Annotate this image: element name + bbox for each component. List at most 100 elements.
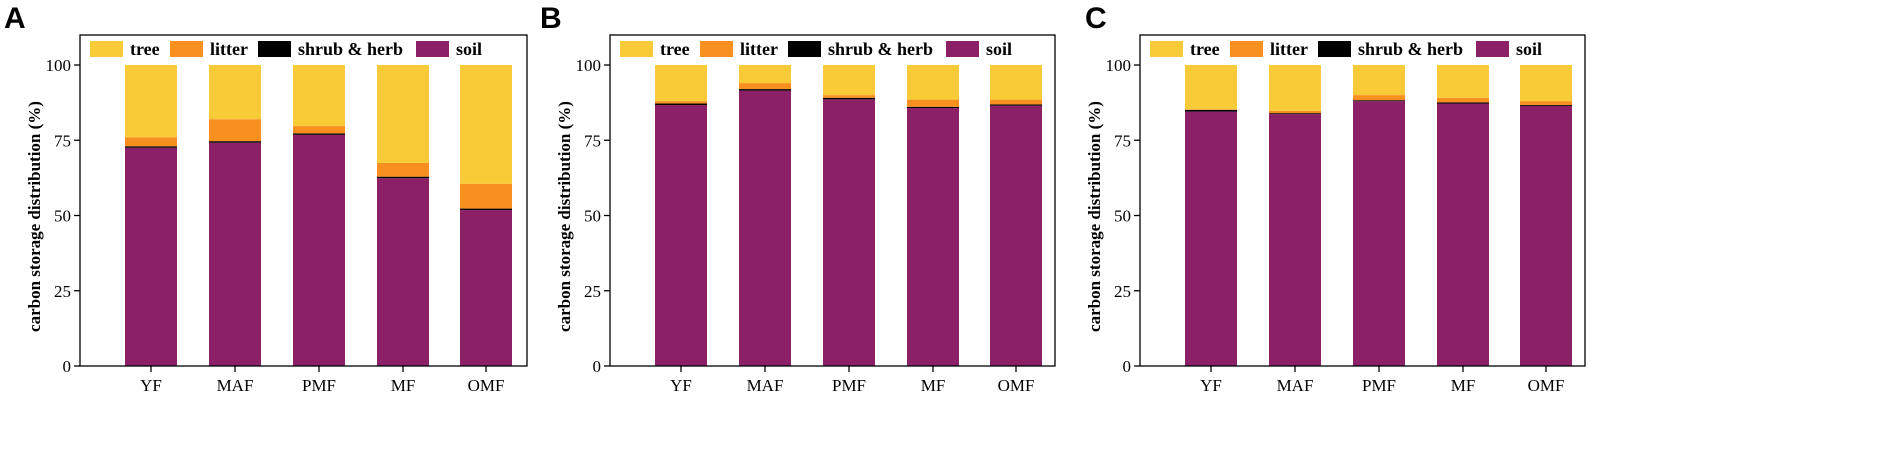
x-tick-label: MAF <box>1277 376 1314 395</box>
legend-swatch-litter <box>1230 41 1263 57</box>
y-tick-label: 50 <box>584 207 601 226</box>
bar-tree-omf <box>1520 65 1572 102</box>
bar-soil-omf <box>1520 105 1572 366</box>
bar-soil-maf <box>1269 114 1321 366</box>
panel-letter: A <box>4 2 26 35</box>
legend-label: shrub & herb <box>1358 39 1463 59</box>
y-tick-label: 50 <box>54 207 71 226</box>
y-axis-title: carbon storage distribution (%) <box>555 101 574 332</box>
bar-soil-pmf <box>823 99 875 367</box>
bar-litter-maf <box>1269 110 1321 114</box>
bar-litter-mf <box>907 99 959 107</box>
bar-soil-omf <box>990 105 1042 366</box>
bar-soil-omf <box>460 210 512 366</box>
bar-shrub-herb-maf <box>739 89 791 91</box>
bar-shrub-herb-mf <box>907 106 959 109</box>
y-tick-label: 25 <box>1114 282 1131 301</box>
legend-label: soil <box>456 39 482 59</box>
bar-litter-omf <box>460 183 512 209</box>
y-tick-label: 0 <box>1123 357 1132 376</box>
bar-shrub-herb-mf <box>377 176 429 179</box>
legend-label: shrub & herb <box>298 39 403 59</box>
y-axis-title: carbon storage distribution (%) <box>25 101 44 332</box>
bar-shrub-herb-yf <box>1185 109 1237 112</box>
bar-tree-omf <box>990 65 1042 100</box>
bar-litter-omf <box>990 99 1042 105</box>
bar-tree-mf <box>377 65 429 163</box>
plot-frame <box>79 34 528 367</box>
chart-panel-a: A 0 25 50 75 100 YF MAF PMF MF OMF carbon storage d… <box>4 2 528 395</box>
x-tick-label: PMF <box>302 376 336 395</box>
bar-litter-yf <box>125 137 177 147</box>
bar-litter-pmf <box>293 126 345 134</box>
legend-swatch-tree <box>90 41 123 57</box>
y-tick-label: 100 <box>46 56 72 75</box>
bar-shrub-herb-pmf <box>823 97 875 100</box>
panel-letter: B <box>540 2 562 35</box>
y-tick-label: 75 <box>584 131 601 150</box>
bar-shrub-herb-omf <box>460 208 512 211</box>
bar-soil-pmf <box>1353 101 1405 367</box>
x-tick-label: MF <box>1451 376 1476 395</box>
legend-label: soil <box>1516 39 1542 59</box>
bar-litter-mf <box>1437 97 1489 103</box>
bar-tree-maf <box>209 65 261 120</box>
bar-tree-yf <box>125 65 177 138</box>
bar-tree-mf <box>1437 65 1489 98</box>
bar-soil-mf <box>1437 103 1489 366</box>
bar-soil-maf <box>739 90 791 367</box>
bar-tree-yf <box>1185 65 1237 110</box>
bar-litter-mf <box>377 162 429 177</box>
y-tick-label: 25 <box>584 282 601 301</box>
bar-litter-yf <box>655 101 707 104</box>
bar-soil-yf <box>125 147 177 366</box>
y-tick-label: 100 <box>1106 56 1132 75</box>
bar-tree-mf <box>907 65 959 100</box>
legend-label: litter <box>1270 39 1308 59</box>
bar-shrub-herb-maf <box>1269 113 1321 115</box>
x-tick-label: MAF <box>747 376 784 395</box>
bar-tree-maf <box>1269 65 1321 111</box>
legend-swatch-shrub-herb <box>258 41 291 57</box>
bar-shrub-herb-pmf <box>293 133 345 135</box>
x-tick-label: MAF <box>217 376 254 395</box>
legend-swatch-litter <box>700 41 733 57</box>
y-tick-label: 75 <box>54 131 71 150</box>
x-tick-label: MF <box>921 376 946 395</box>
bar-tree-pmf <box>823 65 875 96</box>
x-tick-label: PMF <box>1362 376 1396 395</box>
plot-frame <box>1139 34 1586 367</box>
legend-swatch-tree <box>1150 41 1183 57</box>
legend-swatch-litter <box>170 41 203 57</box>
x-tick-label: YF <box>140 376 162 395</box>
bar-litter-maf <box>739 83 791 90</box>
bar-soil-yf <box>655 105 707 367</box>
bar-shrub-herb-yf <box>655 103 707 106</box>
bar-tree-pmf <box>293 65 345 127</box>
legend-label: tree <box>130 39 160 59</box>
bar-shrub-herb-yf <box>125 146 177 148</box>
legend-label: litter <box>740 39 778 59</box>
legend-swatch-shrub-herb <box>1318 41 1351 57</box>
x-tick-label: YF <box>670 376 692 395</box>
y-tick-label: 50 <box>1114 207 1131 226</box>
bar-litter-maf <box>209 119 261 142</box>
x-tick-label: PMF <box>832 376 866 395</box>
bar-shrub-herb-mf <box>1437 102 1489 104</box>
bar-shrub-herb-pmf <box>1353 100 1405 102</box>
x-tick-label: OMF <box>998 376 1035 395</box>
y-tick-label: 75 <box>1114 131 1131 150</box>
bar-tree-maf <box>739 65 791 84</box>
bar-soil-pmf <box>293 134 345 366</box>
bar-litter-pmf <box>823 95 875 98</box>
y-tick-label: 0 <box>593 357 602 376</box>
bar-soil-mf <box>377 178 429 366</box>
bar-tree-yf <box>655 65 707 102</box>
legend-swatch-shrub-herb <box>788 41 821 57</box>
legend-label: shrub & herb <box>828 39 933 59</box>
y-tick-label: 0 <box>63 357 72 376</box>
plot-frame <box>609 34 1056 367</box>
legend-swatch-soil <box>1476 41 1509 57</box>
bar-litter-omf <box>1520 101 1572 106</box>
